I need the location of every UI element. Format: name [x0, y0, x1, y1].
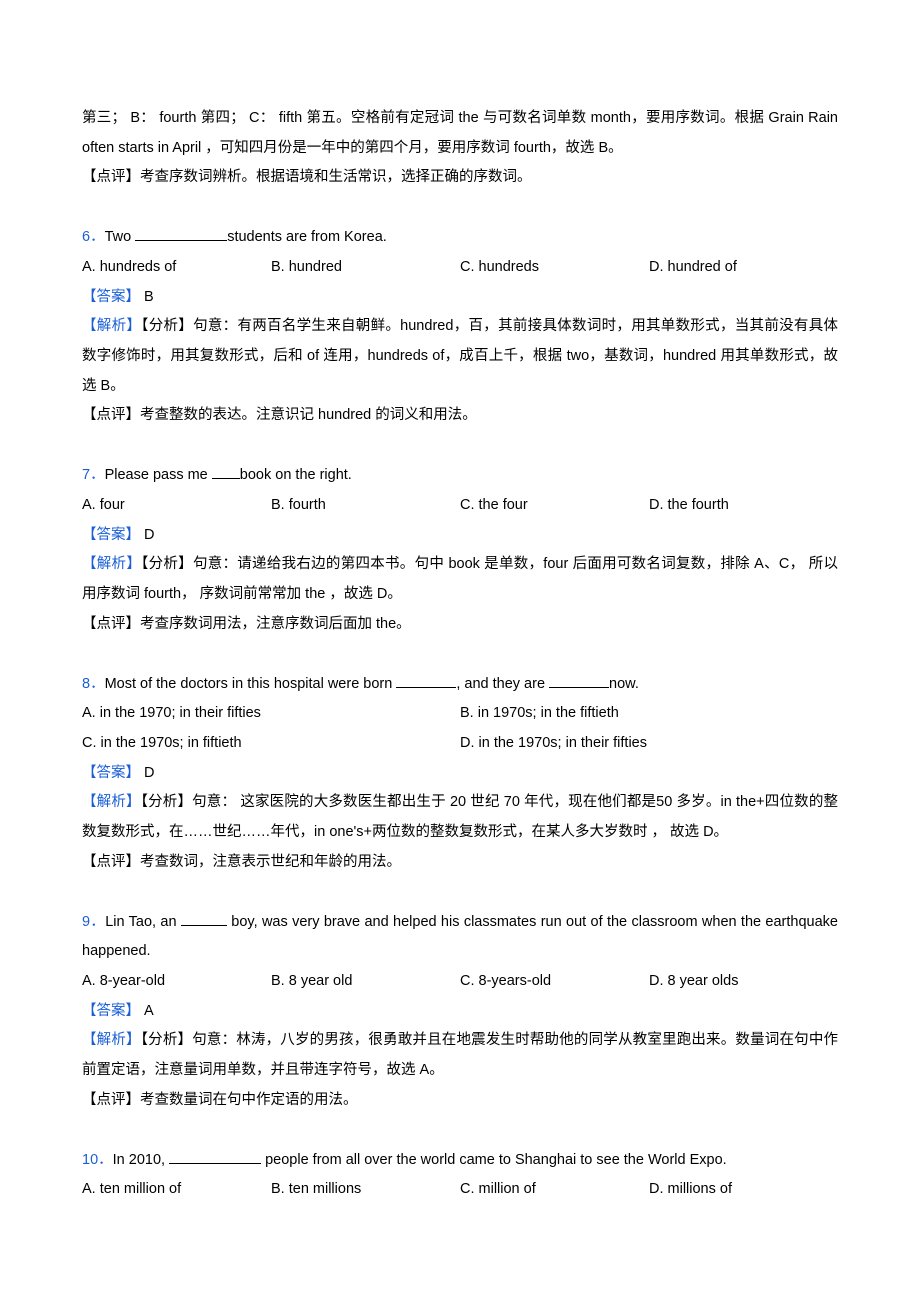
- q9-options: A. 8-year-old B. 8 year old C. 8-years-o…: [82, 967, 838, 997]
- answer-label: 【答案】: [82, 527, 140, 543]
- q6-optA: A. hundreds of: [82, 253, 271, 283]
- q8-number: 8．: [82, 676, 105, 692]
- answer-label: 【答案】: [82, 289, 140, 305]
- q6-comment: 【点评】考查整数的表达。注意识记 hundred 的词义和用法。: [82, 401, 838, 431]
- q10-optB: B. ten millions: [271, 1175, 460, 1205]
- blank: [169, 1163, 261, 1164]
- q8-options-row1: A. in the 1970; in their fifties B. in 1…: [82, 699, 838, 729]
- q8-comment: 【点评】考查数词，注意表示世纪和年龄的用法。: [82, 848, 838, 878]
- q9-answer: 【答案】 A: [82, 997, 838, 1027]
- q7-comment: 【点评】考查序数词用法，注意序数词后面加 the。: [82, 610, 838, 640]
- q8-answer: 【答案】 D: [82, 759, 838, 789]
- blank: [549, 687, 609, 688]
- q8-optA: A. in the 1970; in their fifties: [82, 699, 460, 729]
- intro-block: 第三； B： fourth 第四； C： fifth 第五。空格前有定冠词 th…: [82, 104, 838, 193]
- q7-analysis-body: 【分析】句意：请递给我右边的第四本书。句中 book 是单数，four 后面用可…: [82, 556, 838, 602]
- question-7: 7．Please pass me book on the right. A. f…: [82, 461, 838, 639]
- q6-optC: C. hundreds: [460, 253, 649, 283]
- q7-stem-pre: Please pass me: [105, 467, 212, 483]
- answer-label: 【答案】: [82, 765, 140, 781]
- q7-answer-val: D: [140, 527, 155, 543]
- question-8: 8．Most of the doctors in this hospital w…: [82, 670, 838, 878]
- q8-stem: 8．Most of the doctors in this hospital w…: [82, 670, 838, 700]
- analysis-label: 【解析】: [82, 556, 141, 572]
- q9-analysis: 【解析】【分析】句意：林涛，八岁的男孩，很勇敢并且在地震发生时帮助他的同学从教室…: [82, 1026, 838, 1085]
- q9-comment: 【点评】考查数量词在句中作定语的用法。: [82, 1086, 838, 1116]
- q8-answer-val: D: [140, 765, 155, 781]
- q8-analysis-body: 【分析】句意： 这家医院的大多数医生都出生于 20 世纪 70 年代，现在他们都…: [82, 794, 838, 840]
- q9-optC: C. 8-years-old: [460, 967, 649, 997]
- question-9: 9．Lin Tao, an boy, was very brave and he…: [82, 908, 838, 1116]
- intro-analysis: 第三； B： fourth 第四； C： fifth 第五。空格前有定冠词 th…: [82, 104, 838, 163]
- q6-answer-val: B: [140, 289, 154, 305]
- q6-stem-post: students are from Korea.: [227, 229, 387, 245]
- q6-answer: 【答案】 B: [82, 283, 838, 313]
- q8-optB: B. in 1970s; in the fiftieth: [460, 699, 838, 729]
- q6-analysis-body: 【分析】句意：有两百名学生来自朝鲜。hundred，百，其前接具体数词时，用其单…: [82, 318, 838, 393]
- q10-number: 10．: [82, 1152, 113, 1168]
- q9-optD: D. 8 year olds: [649, 967, 838, 997]
- q7-number: 7．: [82, 467, 105, 483]
- q10-options: A. ten million of B. ten millions C. mil…: [82, 1175, 838, 1205]
- q7-optA: A. four: [82, 491, 271, 521]
- blank: [181, 925, 227, 926]
- q9-answer-val: A: [140, 1003, 154, 1019]
- analysis-label: 【解析】: [82, 1032, 141, 1048]
- q7-stem: 7．Please pass me book on the right.: [82, 461, 838, 491]
- q9-stem-post: boy, was very brave and helped his class…: [82, 914, 838, 960]
- blank: [212, 478, 240, 479]
- q10-stem-pre: In 2010,: [113, 1152, 169, 1168]
- analysis-label: 【解析】: [82, 318, 141, 334]
- q6-options: A. hundreds of B. hundred C. hundreds D.…: [82, 253, 838, 283]
- q6-optD: D. hundred of: [649, 253, 838, 283]
- q7-optD: D. the fourth: [649, 491, 838, 521]
- q6-stem: 6．Two students are from Korea.: [82, 223, 838, 253]
- q8-stem-pre: Most of the doctors in this hospital wer…: [105, 676, 397, 692]
- q8-optD: D. in the 1970s; in their fifties: [460, 729, 838, 759]
- q6-analysis: 【解析】【分析】句意：有两百名学生来自朝鲜。hundred，百，其前接具体数词时…: [82, 312, 838, 401]
- intro-comment: 【点评】考查序数词辨析。根据语境和生活常识，选择正确的序数词。: [82, 163, 838, 193]
- analysis-label: 【解析】: [82, 794, 141, 810]
- q7-optC: C. the four: [460, 491, 649, 521]
- q9-stem-pre: Lin Tao, an: [105, 914, 181, 930]
- q10-optD: D. millions of: [649, 1175, 838, 1205]
- q10-optC: C. million of: [460, 1175, 649, 1205]
- q9-stem: 9．Lin Tao, an boy, was very brave and he…: [82, 908, 838, 967]
- question-10: 10．In 2010, people from all over the wor…: [82, 1146, 838, 1205]
- blank: [396, 687, 456, 688]
- q9-number: 9．: [82, 914, 105, 930]
- q8-optC: C. in the 1970s; in fiftieth: [82, 729, 460, 759]
- q9-analysis-body: 【分析】句意：林涛，八岁的男孩，很勇敢并且在地震发生时帮助他的同学从教室里跑出来…: [82, 1032, 838, 1078]
- q9-optB: B. 8 year old: [271, 967, 460, 997]
- answer-label: 【答案】: [82, 1003, 140, 1019]
- q8-stem-post: now.: [609, 676, 639, 692]
- q8-stem-mid: , and they are: [456, 676, 549, 692]
- q6-optB: B. hundred: [271, 253, 460, 283]
- q10-optA: A. ten million of: [82, 1175, 271, 1205]
- q8-analysis: 【解析】【分析】句意： 这家医院的大多数医生都出生于 20 世纪 70 年代，现…: [82, 788, 838, 847]
- q7-analysis: 【解析】【分析】句意：请递给我右边的第四本书。句中 book 是单数，four …: [82, 550, 838, 609]
- q9-optA: A. 8-year-old: [82, 967, 271, 997]
- q7-options: A. four B. fourth C. the four D. the fou…: [82, 491, 838, 521]
- blank: [135, 240, 227, 241]
- q7-answer: 【答案】 D: [82, 521, 838, 551]
- q7-optB: B. fourth: [271, 491, 460, 521]
- question-6: 6．Two students are from Korea. A. hundre…: [82, 223, 838, 431]
- q7-stem-post: book on the right.: [240, 467, 352, 483]
- q6-stem-pre: Two: [105, 229, 136, 245]
- q10-stem-post: people from all over the world came to S…: [261, 1152, 727, 1168]
- q8-options-row2: C. in the 1970s; in fiftieth D. in the 1…: [82, 729, 838, 759]
- q10-stem: 10．In 2010, people from all over the wor…: [82, 1146, 838, 1176]
- q6-number: 6．: [82, 229, 105, 245]
